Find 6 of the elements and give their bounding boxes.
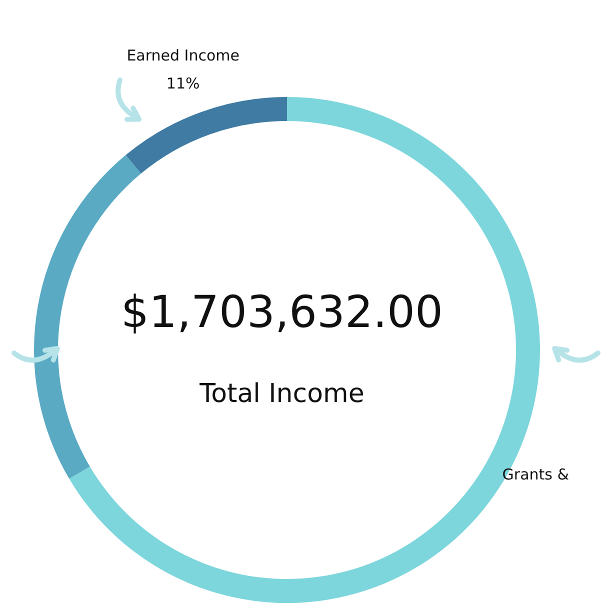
slice-label: Earned Income — [126, 46, 240, 64]
slice-label: Grants & — [502, 466, 570, 484]
data-label: 11% — [166, 74, 200, 92]
text: Total Income — [198, 379, 364, 410]
donut-slice — [126, 97, 287, 174]
text: $1,703,632.00 — [121, 287, 443, 338]
